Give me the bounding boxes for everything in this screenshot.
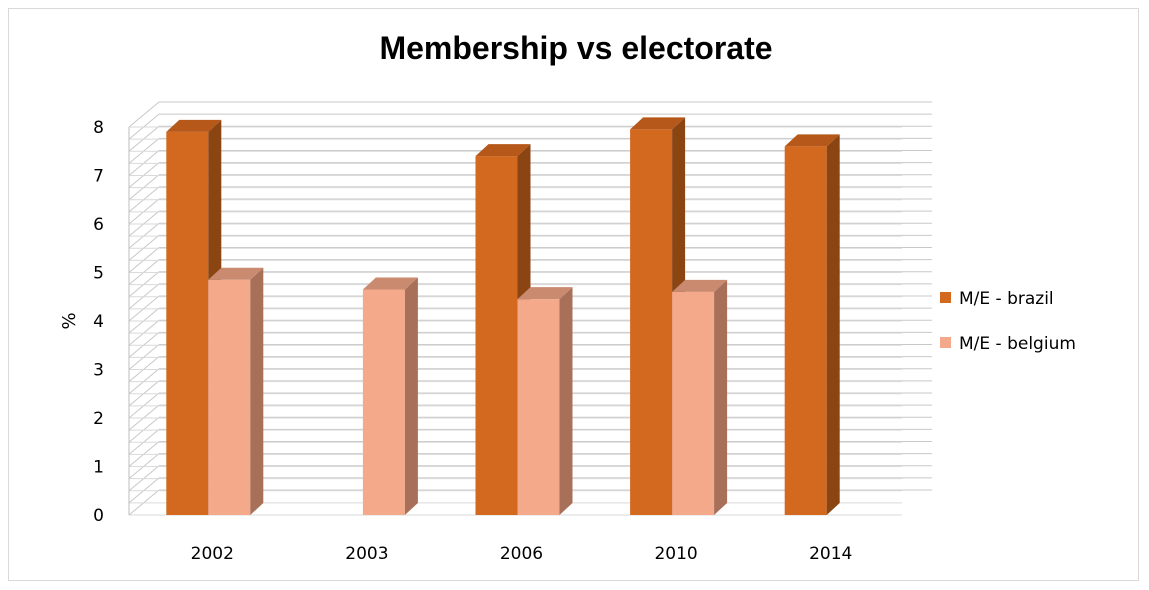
bar	[362, 277, 418, 515]
y-tick-label: 5	[93, 264, 104, 284]
legend-label: M/E - brazil	[959, 289, 1054, 309]
x-tick-label: 2006	[500, 544, 543, 564]
y-tick-label: 6	[93, 215, 104, 235]
bar	[517, 287, 573, 515]
x-tick-label: 2010	[654, 544, 697, 564]
y-tick-label: 2	[93, 409, 104, 429]
y-tick-label: 7	[93, 167, 104, 187]
bar	[630, 117, 686, 516]
y-tick-label: 8	[93, 118, 104, 138]
x-tick-label: 2014	[809, 544, 852, 564]
x-tick-label: 2003	[345, 544, 388, 564]
legend-item: M/E - belgium	[940, 334, 1076, 354]
bar	[208, 267, 264, 515]
legend-item: M/E - brazil	[940, 289, 1054, 309]
bars	[166, 117, 840, 516]
y-tick-label: 4	[93, 312, 104, 332]
y-tick-label: 1	[93, 458, 104, 478]
bar	[784, 134, 840, 515]
bar	[672, 279, 728, 515]
y-tick-label: 3	[93, 361, 104, 381]
gridline	[128, 101, 932, 128]
x-tick-label: 2002	[191, 544, 234, 564]
y-axis-title: %	[59, 312, 80, 329]
legend-swatch	[940, 337, 951, 348]
y-tick-label: 0	[93, 506, 104, 526]
y-axis-ticks: 0 1 2 3 4 5 6 7 8	[93, 118, 104, 526]
x-axis-ticks: 2002 2003 2006 2010 2014	[191, 544, 853, 564]
legend-label: M/E - belgium	[959, 334, 1076, 354]
legend-swatch	[940, 292, 951, 303]
chart-title: Membership vs electorate	[379, 30, 772, 66]
legend: M/E - brazil M/E - belgium	[940, 289, 1076, 354]
